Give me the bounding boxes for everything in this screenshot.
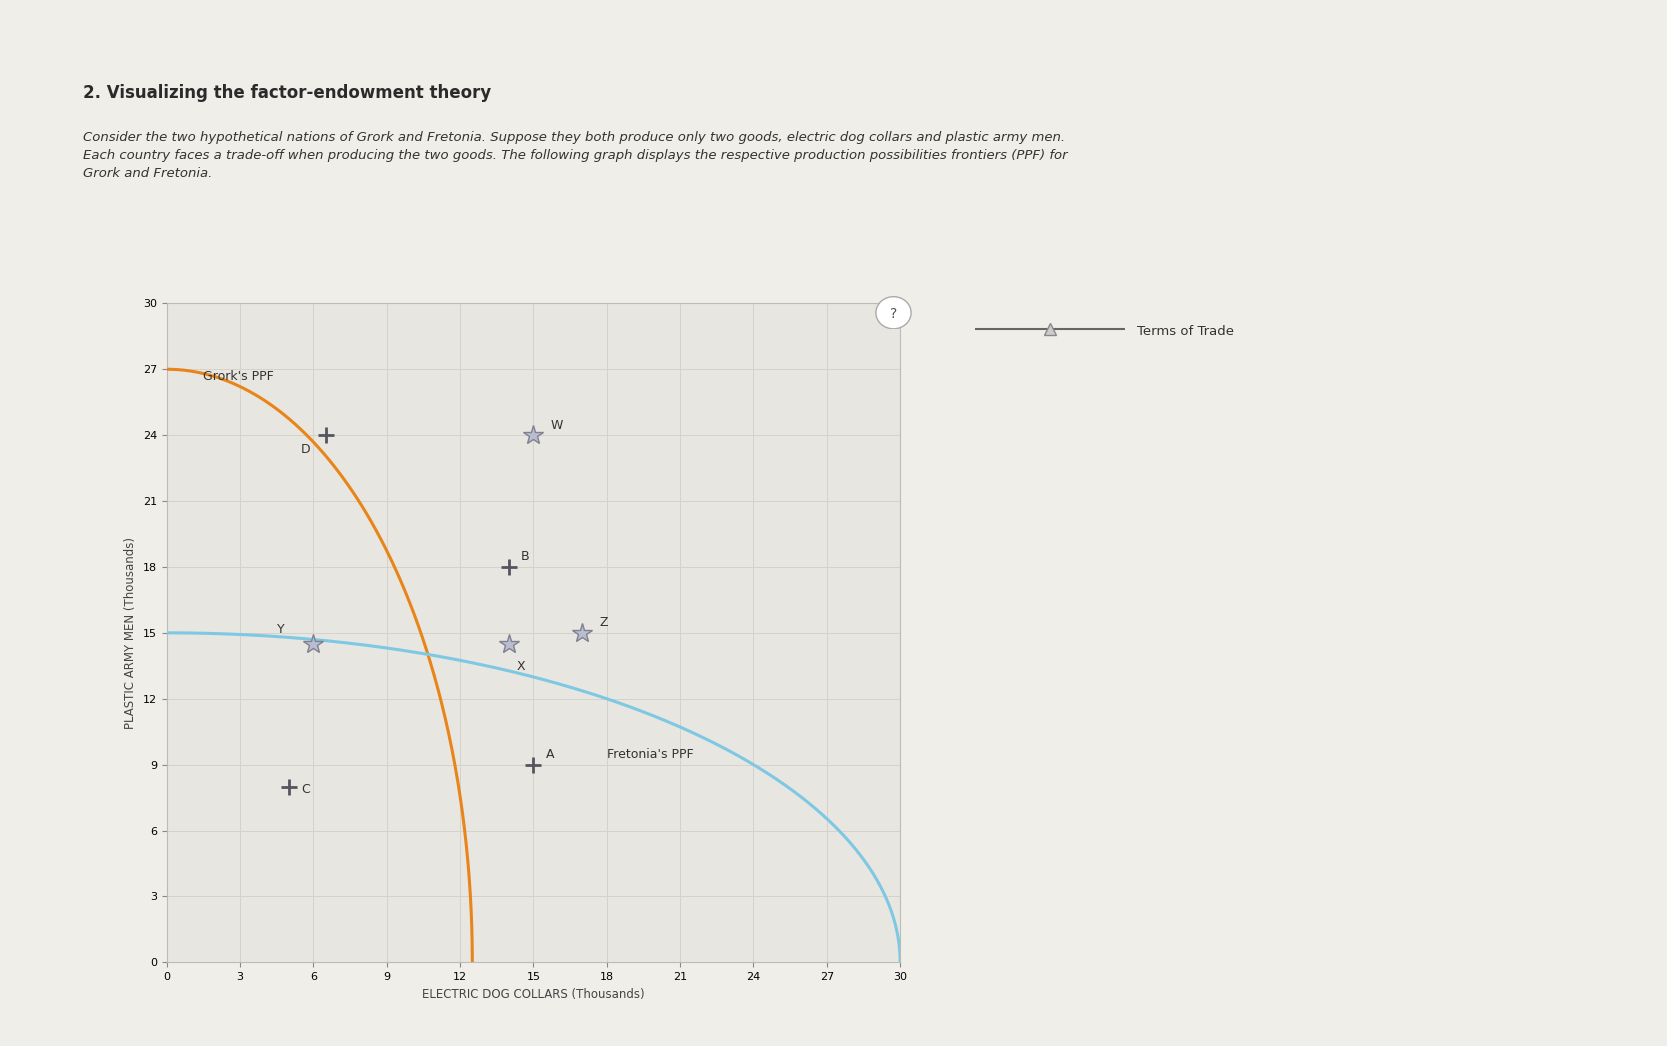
Text: ?: ? xyxy=(890,308,897,321)
Text: Fretonia's PPF: Fretonia's PPF xyxy=(607,748,693,761)
Text: Z: Z xyxy=(600,616,608,630)
Text: Grork's PPF: Grork's PPF xyxy=(203,370,273,383)
Circle shape xyxy=(875,297,912,328)
X-axis label: ELECTRIC DOG COLLARS (Thousands): ELECTRIC DOG COLLARS (Thousands) xyxy=(422,987,645,1001)
Text: A: A xyxy=(545,748,553,761)
Text: C: C xyxy=(302,783,310,796)
Text: D: D xyxy=(302,442,310,456)
Y-axis label: PLASTIC ARMY MEN (Thousands): PLASTIC ARMY MEN (Thousands) xyxy=(123,537,137,729)
Text: B: B xyxy=(522,550,530,564)
Text: W: W xyxy=(550,418,563,432)
Text: Consider the two hypothetical nations of Grork and Fretonia. Suppose they both p: Consider the two hypothetical nations of… xyxy=(83,131,1069,180)
Text: 2. Visualizing the factor-endowment theory: 2. Visualizing the factor-endowment theo… xyxy=(83,84,492,101)
Text: X: X xyxy=(517,660,525,674)
Text: Y: Y xyxy=(277,622,285,636)
Text: Terms of Trade: Terms of Trade xyxy=(1137,325,1234,338)
